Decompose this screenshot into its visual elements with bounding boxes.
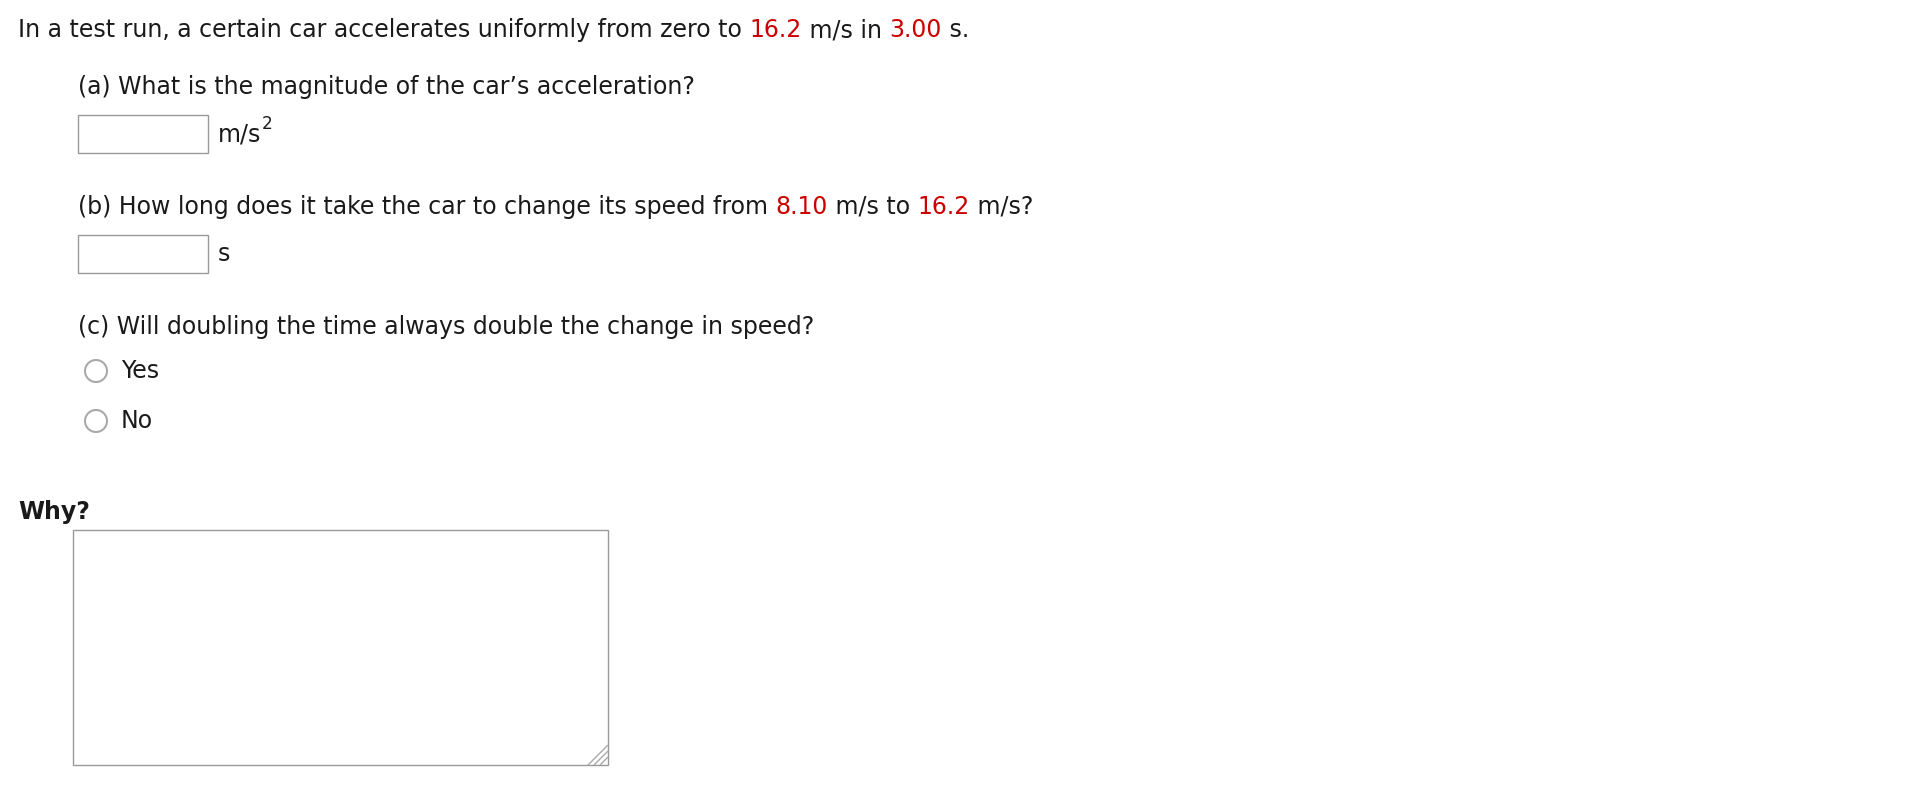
FancyBboxPatch shape	[77, 115, 209, 153]
Text: 8.10: 8.10	[775, 195, 829, 219]
Text: No: No	[122, 409, 153, 433]
Text: s: s	[218, 242, 230, 266]
Text: Yes: Yes	[122, 359, 158, 383]
FancyBboxPatch shape	[77, 235, 209, 273]
Text: m/s: m/s	[218, 122, 261, 146]
Text: Why?: Why?	[17, 500, 91, 524]
Text: s.: s.	[941, 18, 968, 42]
Text: m/s in: m/s in	[802, 18, 889, 42]
Text: 2: 2	[261, 115, 272, 133]
Text: 16.2: 16.2	[918, 195, 970, 219]
Text: m/s to: m/s to	[829, 195, 918, 219]
Text: In a test run, a certain car accelerates uniformly from zero to: In a test run, a certain car accelerates…	[17, 18, 750, 42]
Text: (a) What is the magnitude of the car’s acceleration?: (a) What is the magnitude of the car’s a…	[77, 75, 696, 99]
Text: 3.00: 3.00	[889, 18, 941, 42]
FancyBboxPatch shape	[73, 530, 609, 765]
Text: m/s?: m/s?	[970, 195, 1034, 219]
Text: (b) How long does it take the car to change its speed from: (b) How long does it take the car to cha…	[77, 195, 775, 219]
Text: (c) Will doubling the time always double the change in speed?: (c) Will doubling the time always double…	[77, 315, 813, 339]
Text: 16.2: 16.2	[750, 18, 802, 42]
